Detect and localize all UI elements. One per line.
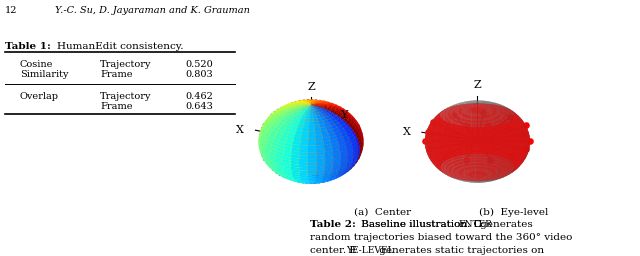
Text: HumanEdit consistency.: HumanEdit consistency. [57, 42, 184, 51]
Text: (b)  Eye-level: (b) Eye-level [479, 208, 548, 217]
Text: Overlap: Overlap [20, 92, 59, 101]
Text: generates static trajectories on: generates static trajectories on [376, 246, 545, 255]
Text: Frame: Frame [100, 102, 132, 111]
Text: YE-LEVEL: YE-LEVEL [346, 246, 394, 255]
Text: Baseline illustration. C: Baseline illustration. C [358, 220, 482, 229]
Text: Frame: Frame [100, 70, 132, 79]
Text: (a)  Center: (a) Center [355, 208, 412, 217]
Text: Table 2:: Table 2: [310, 220, 356, 229]
Text: generates: generates [477, 220, 532, 229]
Text: 0.643: 0.643 [185, 102, 213, 111]
Text: ENTER: ENTER [458, 220, 492, 229]
Text: Baseline illustration. C: Baseline illustration. C [358, 220, 482, 229]
Text: 0.803: 0.803 [185, 70, 212, 79]
Text: Trajectory: Trajectory [100, 60, 152, 69]
Text: center. E: center. E [310, 246, 357, 255]
Text: Y.-C. Su, D. Jayaraman and K. Grauman: Y.-C. Su, D. Jayaraman and K. Grauman [55, 6, 250, 15]
Text: Trajectory: Trajectory [100, 92, 152, 101]
Text: 12: 12 [5, 6, 17, 15]
Text: Similarity: Similarity [20, 70, 68, 79]
Text: Cosine: Cosine [20, 60, 53, 69]
Text: Table 1:: Table 1: [5, 42, 54, 51]
Text: random trajectories biased toward the 360° video: random trajectories biased toward the 36… [310, 233, 572, 242]
Text: 0.462: 0.462 [185, 92, 213, 101]
Text: 0.520: 0.520 [185, 60, 212, 69]
